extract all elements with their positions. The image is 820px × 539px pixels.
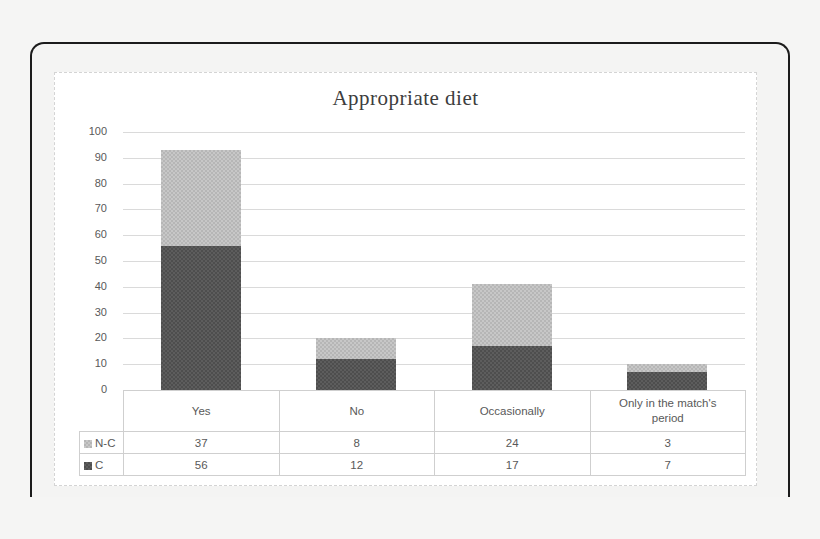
slide-frame: Appropriate diet YesNoOccasionallyOnly i… [30, 42, 790, 497]
y-axis-label: 30 [65, 306, 107, 318]
legend-key-cell: N-C [80, 432, 124, 454]
y-axis-label: 50 [65, 254, 107, 266]
value-cell: 56 [124, 454, 280, 476]
legend-label: C [95, 459, 103, 471]
value-cell: 37 [124, 432, 280, 454]
table-category-header: Only in the match's period [590, 391, 746, 432]
bar-segment-c [161, 246, 241, 390]
table-row: N-C 378243 [80, 432, 746, 454]
table-category-header: No [279, 391, 435, 432]
bar-segment-n-c [627, 364, 707, 372]
legend-swatch-c [84, 462, 92, 470]
y-axis-label: 80 [65, 177, 107, 189]
y-axis-label: 40 [65, 280, 107, 292]
chart-canvas: Appropriate diet YesNoOccasionallyOnly i… [54, 72, 757, 486]
bar-segment-n-c [472, 284, 552, 346]
y-axis-label: 10 [65, 357, 107, 369]
bar-segment-c [316, 359, 396, 390]
gridline [123, 132, 745, 133]
value-cell: 7 [590, 454, 746, 476]
bar-segment-c [627, 372, 707, 390]
plot-area [123, 132, 745, 391]
table-category-header: Occasionally [435, 391, 591, 432]
y-axis-label: 0 [65, 383, 107, 395]
legend-key-cell: C [80, 454, 124, 476]
bar-segment-c [472, 346, 552, 390]
value-cell: 17 [435, 454, 591, 476]
table-row: C 5612177 [80, 454, 746, 476]
y-axis-label: 90 [65, 151, 107, 163]
value-cell: 3 [590, 432, 746, 454]
value-cell: 8 [279, 432, 435, 454]
y-axis-label: 20 [65, 331, 107, 343]
data-table: YesNoOccasionallyOnly in the match's per… [79, 390, 746, 476]
bar-segment-n-c [316, 338, 396, 359]
legend-label: N-C [95, 437, 115, 449]
bar-segment-n-c [161, 150, 241, 245]
y-axis-label: 70 [65, 202, 107, 214]
table-corner-cell [80, 391, 124, 432]
y-axis-label: 60 [65, 228, 107, 240]
y-axis-label: 100 [65, 125, 107, 137]
value-cell: 12 [279, 454, 435, 476]
value-cell: 24 [435, 432, 591, 454]
table-category-header: Yes [124, 391, 280, 432]
chart-title: Appropriate diet [55, 86, 756, 111]
legend-swatch-n-c [84, 440, 92, 448]
page-background: Appropriate diet YesNoOccasionallyOnly i… [0, 0, 820, 539]
